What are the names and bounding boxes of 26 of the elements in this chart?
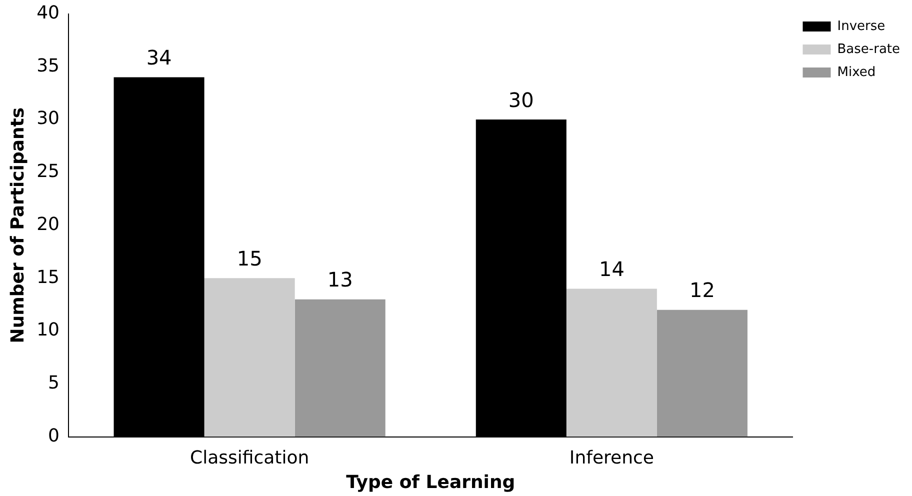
bar	[566, 288, 657, 437]
y-axis-title: Number of Participants	[7, 107, 28, 344]
data-label: 12	[689, 278, 715, 302]
y-tick-label: 30	[36, 108, 60, 130]
y-tick-label: 10	[36, 320, 60, 341]
data-label: 15	[236, 246, 262, 270]
legend-label: Inverse	[837, 18, 886, 34]
bar	[656, 310, 748, 437]
y-tick-label: 25	[36, 161, 60, 182]
y-tick-label: 20	[36, 214, 60, 235]
x-axis-title: Type of Learning	[346, 472, 516, 493]
data-label: 30	[508, 88, 534, 112]
data-label: 34	[146, 45, 172, 70]
y-tick-label: 15	[36, 266, 60, 288]
bar	[204, 278, 295, 437]
y-tick-label: 5	[48, 372, 60, 394]
legend-label: Base-rate	[837, 42, 900, 57]
y-tick-label: 0	[48, 425, 60, 446]
data-label: 13	[327, 268, 353, 292]
legend-label: Mixed	[837, 64, 876, 80]
x-tick-label: Inference	[569, 447, 654, 468]
y-tick-label: 40	[36, 2, 60, 24]
x-tick-label: Classification	[190, 447, 310, 468]
y-tick-label: 35	[36, 55, 60, 76]
data-label: 14	[598, 256, 624, 281]
bar	[294, 299, 386, 437]
